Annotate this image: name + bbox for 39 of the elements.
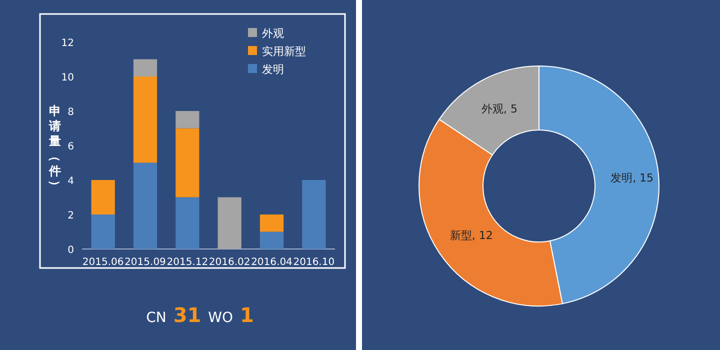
bar — [133, 59, 158, 76]
slice-label: 新型 — [450, 228, 472, 242]
legend-label: 发明 — [262, 63, 284, 76]
data-label: , 15 — [632, 171, 654, 184]
bar — [91, 214, 115, 249]
data-label: , 12 — [472, 228, 493, 242]
y-tick-label: 12 — [61, 38, 74, 49]
text: CN — [146, 310, 166, 326]
legend-label: 外观 — [262, 27, 284, 40]
text: WO — [208, 310, 233, 326]
x-tick-label: 2015.12 — [166, 257, 208, 268]
bar — [176, 111, 200, 128]
slice-label: 发明 — [610, 171, 633, 184]
bar — [260, 232, 284, 249]
bar — [133, 162, 158, 249]
bar — [302, 180, 326, 249]
x-tick-label: 2016.04 — [251, 257, 292, 268]
bar — [91, 180, 115, 214]
text: 31 — [166, 303, 208, 327]
x-tick-label: 2015.06 — [82, 257, 124, 268]
bar — [133, 76, 158, 163]
text: 1 — [233, 303, 254, 327]
y-axis-title: 申请量（件） — [48, 104, 62, 192]
bar — [176, 197, 200, 249]
legend-label: 实用新型 — [262, 45, 306, 58]
x-tick-label: 2015.09 — [124, 257, 166, 268]
data-label: , 5 — [504, 102, 518, 116]
bar — [260, 214, 284, 232]
y-tick-label: 2 — [68, 210, 74, 222]
x-tick-label: 2016.02 — [208, 257, 250, 268]
y-tick-label: 10 — [61, 72, 74, 84]
x-tick-label: 2016.10 — [293, 257, 335, 268]
y-tick-label: 4 — [68, 176, 74, 187]
slice-label: 外观 — [482, 102, 504, 116]
y-tick-label: 0 — [68, 245, 74, 256]
y-tick-label: 8 — [68, 107, 74, 118]
y-tick-label: 6 — [68, 142, 74, 152]
bar — [218, 197, 242, 249]
bar — [176, 128, 200, 198]
